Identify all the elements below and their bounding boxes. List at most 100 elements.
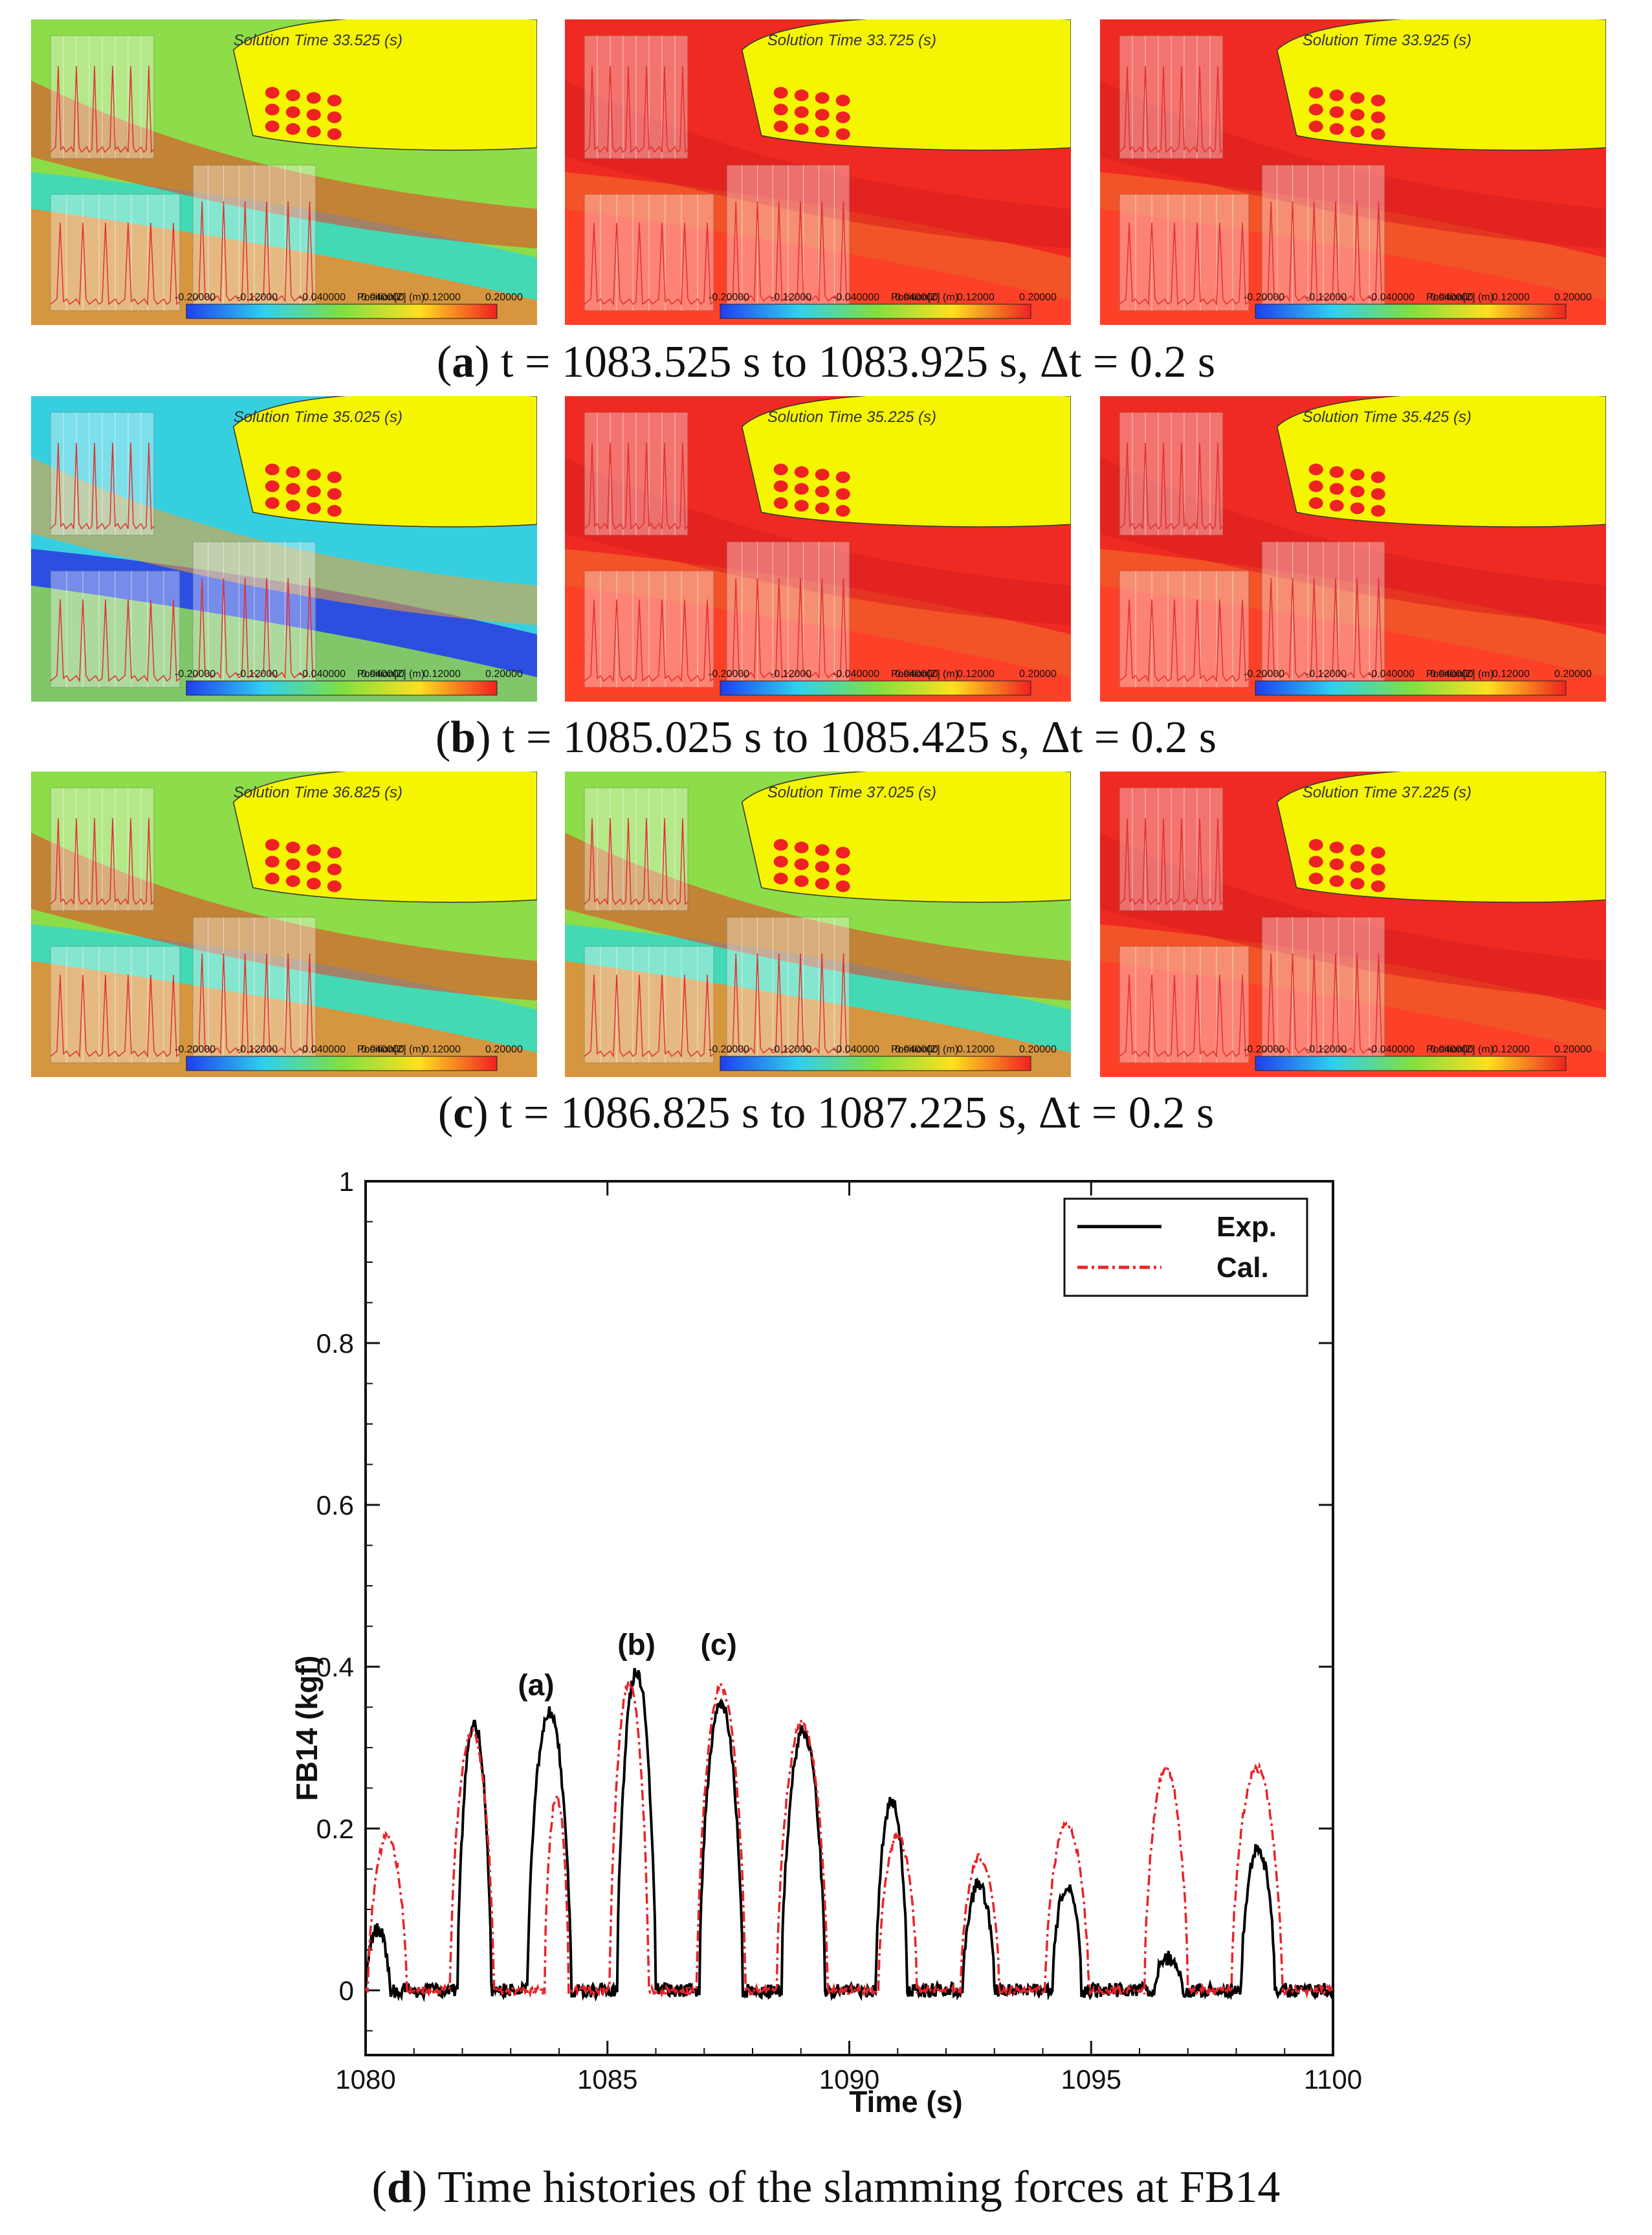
cfd-render: Position[Z] (m) -0.20000 -0.12000 -0.040000… xyxy=(31,19,537,325)
y-tick-label: 1 xyxy=(339,1166,354,1197)
colorbar-title: Position[Z] (m) xyxy=(891,1044,958,1055)
pressure-sensor-dot xyxy=(1329,483,1344,495)
inset-signal-line xyxy=(726,577,850,680)
colorbar-tick-label: -0.20000 xyxy=(709,292,749,303)
inset-signal-line xyxy=(50,442,155,530)
y-tick-label: 0.4 xyxy=(316,1652,354,1682)
pressure-sensor-dot xyxy=(815,469,830,481)
inset-signal-line xyxy=(1119,65,1224,153)
legend-box xyxy=(1063,1197,1308,1297)
caption-text: ) t = 1083.525 s to 1083.925 s, Δt = 0.2… xyxy=(474,337,1216,387)
cfd-snapshot-panel: Position[Z] (m) -0.20000 -0.12000 -0.040000… xyxy=(31,396,537,702)
pressure-sensor-dot xyxy=(815,485,830,498)
pressure-sensor-dot xyxy=(285,123,300,135)
pressure-sensor-dot xyxy=(794,875,809,887)
pressure-sensor-dot xyxy=(794,483,809,495)
colorbar-title: Position[Z] (m) xyxy=(357,1044,424,1055)
colorbar-tick-label: 0.20000 xyxy=(1019,292,1057,303)
colorbar xyxy=(1255,1056,1567,1071)
pressure-sensor-dot xyxy=(835,111,850,124)
colorbar-tick-label: 0.12000 xyxy=(423,669,461,680)
y-axis-label: FB14 (kgf) xyxy=(290,1656,324,1801)
wave-crest xyxy=(31,80,537,249)
colorbar-tick-label: 0.20000 xyxy=(485,292,523,303)
solution-time-label: Solution Time 33.725 (s) xyxy=(767,32,936,49)
colorbar-tick-label: -0.20000 xyxy=(709,1044,749,1055)
cfd-render: Position[Z] (m) -0.20000 -0.12000 -0.040000… xyxy=(1100,19,1606,325)
inset-signal-line xyxy=(50,222,181,306)
wave-band xyxy=(1100,585,1606,702)
solution-time-label: Solution Time 36.825 (s) xyxy=(234,784,402,801)
colorbar-tick-label: 0.040000 xyxy=(1430,1044,1473,1055)
inset-signal-line xyxy=(584,817,688,906)
pressure-sensor-dot xyxy=(285,89,300,102)
wave-crest xyxy=(1100,457,1606,625)
colorbar-tick-label: -0.20000 xyxy=(175,669,215,680)
wave-crest xyxy=(1100,80,1606,249)
pressure-sensor-dot xyxy=(327,95,342,107)
inset-signal-line xyxy=(50,817,155,906)
pressure-sensor-dot xyxy=(835,488,850,500)
pressure-sensor-dot xyxy=(773,873,788,885)
pressure-sensor-dot xyxy=(1371,95,1385,107)
caption-row-c: (c) t = 1086.825 s to 1087.225 s, Δt = 0… xyxy=(437,1088,1215,1138)
inset-signal-line xyxy=(584,974,714,1058)
pressure-sensor-dot xyxy=(306,861,321,873)
cfd-render: Position[Z] (m) -0.20000 -0.12000 -0.040000… xyxy=(565,396,1071,702)
pressure-sensor-dot xyxy=(265,856,280,868)
pressure-sensor-dot xyxy=(1329,466,1344,478)
pressure-sensor-dot xyxy=(1350,126,1365,138)
peak-annotation-label: (b) xyxy=(617,1627,655,1661)
pressure-sensor-dot xyxy=(794,841,809,854)
solution-time-label: Solution Time 33.925 (s) xyxy=(1303,32,1471,49)
wave-band xyxy=(565,585,1071,702)
x-tick-label: 1100 xyxy=(1304,2064,1362,2095)
plot-frame xyxy=(364,1180,1334,2056)
colorbar-title: Position[Z] (m) xyxy=(891,292,958,303)
colorbar-tick-label: -0.20000 xyxy=(175,292,215,303)
solution-time-label: Solution Time 35.025 (s) xyxy=(234,408,402,426)
cfd-render: Position[Z] (m) -0.20000 -0.12000 -0.040000… xyxy=(1100,396,1606,702)
pressure-sensor-dot xyxy=(794,858,809,871)
wave-band xyxy=(31,961,537,1077)
colorbar-tick-label: 0.12000 xyxy=(1492,292,1530,303)
pressure-sensor-dot xyxy=(773,463,788,476)
slamming-force-chart: 1080 1085 1090 1095 1100 0 0.2 0.4 0.6 0.8 1 (a) (b… xyxy=(290,1166,1362,2118)
pressure-sensor-dot xyxy=(1329,875,1344,887)
pressure-sensor-dot xyxy=(1350,109,1365,121)
pressure-sensor-dot xyxy=(1371,880,1385,893)
cfd-render: Position[Z] (m) -0.20000 -0.12000 -0.040000… xyxy=(31,396,537,702)
pressure-sensor-dot xyxy=(794,123,809,135)
inset-signal-line xyxy=(584,222,714,306)
inset-signal-line xyxy=(192,953,316,1055)
colorbar-tick-label: -0.12000 xyxy=(1306,669,1347,680)
pressure-sensor-dot xyxy=(327,111,342,124)
inset-signal-line xyxy=(726,953,850,1055)
cfd-snapshot-panel: Position[Z] (m) -0.20000 -0.12000 -0.040000… xyxy=(1100,19,1606,325)
colorbar xyxy=(186,1056,498,1071)
pressure-sensor-dot xyxy=(835,471,850,484)
pressure-sensor-dot xyxy=(1308,856,1323,868)
pressure-sensor-dot xyxy=(835,847,850,859)
x-axis-label: Time (s) xyxy=(849,2085,963,2118)
x-tick-label: 1095 xyxy=(1061,2064,1121,2095)
colorbar-tick-label: 0.12000 xyxy=(423,292,461,303)
pressure-sensor-dot xyxy=(1308,873,1323,885)
pressure-sensor-dot xyxy=(835,880,850,893)
pressure-sensor-dot xyxy=(1350,92,1365,104)
y-tick-label: 0.8 xyxy=(316,1328,354,1359)
colorbar-tick-label: 0.20000 xyxy=(485,669,523,680)
pressure-sensor-dot xyxy=(327,505,342,517)
pressure-sensor-dot xyxy=(285,858,300,871)
pressure-sensor-dot xyxy=(773,104,788,116)
pressure-sensor-dot xyxy=(1308,87,1323,99)
wave-band xyxy=(1100,961,1606,1077)
series-cal-line xyxy=(364,1676,1334,1999)
wave-band xyxy=(31,585,537,702)
colorbar xyxy=(1255,304,1567,319)
pressure-sensor-dot xyxy=(265,87,280,99)
colorbar-tick-label: 0.20000 xyxy=(1554,292,1592,303)
colorbar-tick-label: -0.12000 xyxy=(237,669,278,680)
peak-annotation-label: (c) xyxy=(701,1627,737,1661)
legend-exp-label: Exp. xyxy=(1217,1211,1277,1243)
